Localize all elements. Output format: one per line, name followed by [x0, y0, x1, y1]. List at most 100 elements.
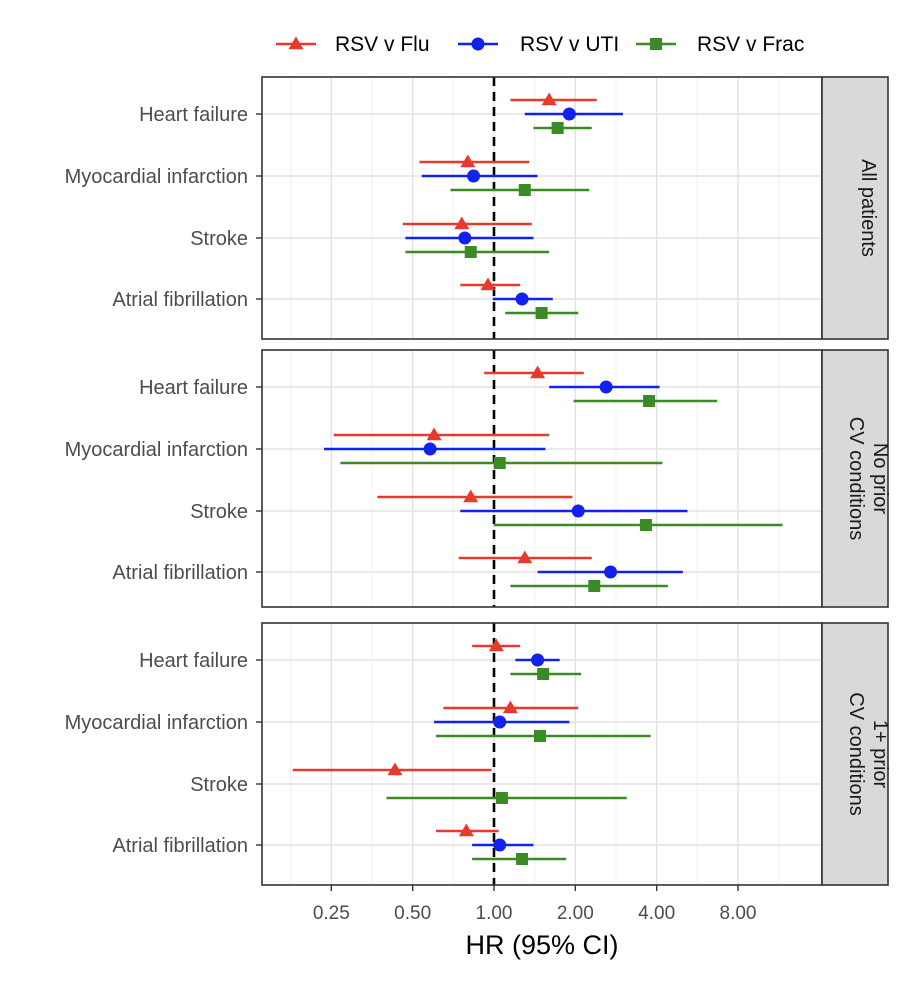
x-tick-label: 4.00	[638, 903, 675, 924]
point-estimate	[493, 457, 506, 469]
legend-marker	[471, 37, 485, 51]
point-estimate	[493, 715, 507, 729]
point-estimate	[426, 427, 442, 441]
ci-rsv-v-flu-myocardial-infarction	[443, 700, 579, 714]
ci-rsv-v-flu-heart-failure	[472, 638, 521, 652]
legend-marker	[650, 38, 662, 50]
point-estimate	[535, 307, 548, 319]
ci-rsv-v-uti-myocardial-infarction	[324, 442, 546, 456]
ci-rsv-v-flu-stroke	[402, 216, 532, 230]
strip-label: CV conditions	[845, 692, 867, 815]
point-estimate	[423, 442, 437, 456]
legend-label: RSV v Frac	[697, 33, 804, 56]
ci-rsv-v-uti-myocardial-infarction	[434, 715, 570, 729]
ci-rsv-v-frac-atrial-fibrillation	[472, 853, 567, 865]
panel-1: All patients Heart failure Myocardial infa…	[65, 76, 889, 340]
ci-rsv-v-flu-heart-failure	[484, 365, 584, 379]
panel-background	[262, 623, 822, 885]
ci-rsv-v-flu-myocardial-infarction	[333, 427, 550, 441]
ci-rsv-v-frac-atrial-fibrillation	[505, 307, 579, 319]
y-tick-label: Myocardial infarction	[65, 166, 248, 188]
ci-rsv-v-flu-stroke	[292, 762, 492, 776]
y-tick-label: Atrial fibrillation	[112, 835, 248, 857]
point-estimate	[599, 380, 613, 394]
x-tick-label: 0.25	[313, 903, 350, 924]
panel-background	[262, 77, 822, 339]
point-estimate	[460, 154, 476, 168]
ci-rsv-v-frac-stroke	[405, 246, 550, 258]
point-estimate	[502, 700, 518, 714]
ci-rsv-v-frac-stroke	[494, 519, 783, 531]
x-tick-label: 1.00	[476, 903, 513, 924]
point-estimate	[604, 565, 618, 579]
ci-rsv-v-frac-heart-failure	[533, 122, 592, 134]
ci-rsv-v-frac-myocardial-infarction	[435, 730, 651, 742]
ci-rsv-v-flu-myocardial-infarction	[419, 154, 530, 168]
ci-rsv-v-uti-heart-failure	[524, 107, 623, 121]
point-estimate	[495, 792, 508, 804]
x-axis: 0.25 0.50 1.00 2.00 4.00 8.00 HR (95% CI)	[313, 885, 757, 960]
x-tick-label: 2.00	[557, 903, 594, 924]
legend-item-rsv-v-uti: RSV v UTI	[458, 33, 619, 56]
legend-item-rsv-v-flu: RSV v Flu	[276, 33, 430, 56]
point-estimate	[534, 730, 547, 742]
ci-rsv-v-uti-heart-failure	[515, 653, 560, 667]
point-estimate	[562, 107, 576, 121]
point-estimate	[493, 838, 507, 852]
ci-rsv-v-frac-heart-failure	[573, 395, 718, 407]
ci-rsv-v-frac-heart-failure	[510, 668, 582, 680]
ci-rsv-v-frac-myocardial-infarction	[450, 184, 590, 196]
ci-rsv-v-flu-stroke	[377, 489, 573, 503]
y-tick-label: Atrial fibrillation	[112, 289, 248, 311]
ci-rsv-v-flu-atrial-fibrillation	[458, 550, 592, 564]
y-tick-label: Heart failure	[139, 377, 248, 399]
point-estimate	[454, 216, 470, 230]
y-tick-label: Heart failure	[139, 650, 248, 672]
ci-rsv-v-flu-atrial-fibrillation	[435, 823, 499, 837]
ci-rsv-v-frac-myocardial-infarction	[340, 457, 663, 469]
x-tick-label: 0.50	[394, 903, 431, 924]
x-tick-label: 8.00	[720, 903, 757, 924]
y-tick-label: Stroke	[190, 228, 248, 250]
point-estimate	[639, 519, 652, 531]
y-tick-label: Myocardial infarction	[65, 712, 248, 734]
point-estimate	[515, 292, 529, 306]
point-estimate	[551, 122, 564, 134]
point-estimate	[531, 653, 545, 667]
y-tick-label: Atrial fibrillation	[112, 562, 248, 584]
point-estimate	[480, 277, 496, 291]
point-estimate	[467, 169, 481, 183]
panel-background	[262, 350, 822, 607]
panel-strip: All patients	[821, 76, 889, 340]
legend-marker	[288, 36, 304, 50]
strip-label: All patients	[857, 159, 879, 257]
point-estimate	[463, 489, 479, 503]
strip-background	[821, 76, 889, 340]
point-estimate	[518, 184, 531, 196]
ci-rsv-v-uti-atrial-fibrillation	[472, 838, 534, 852]
point-estimate	[571, 504, 585, 518]
strip-background	[821, 622, 889, 886]
x-axis-title: HR (95% CI)	[465, 930, 618, 960]
ci-rsv-v-frac-stroke	[386, 792, 627, 804]
strip-label: No prior	[869, 443, 891, 514]
point-estimate	[517, 550, 533, 564]
ci-rsv-v-uti-atrial-fibrillation	[537, 565, 683, 579]
ci-rsv-v-uti-atrial-fibrillation	[492, 292, 553, 306]
point-estimate	[464, 246, 477, 258]
ci-rsv-v-uti-myocardial-infarction	[421, 169, 538, 183]
y-tick-label: Heart failure	[139, 104, 248, 126]
point-estimate	[537, 668, 550, 680]
point-estimate	[541, 92, 557, 106]
ci-rsv-v-frac-atrial-fibrillation	[510, 580, 668, 592]
strip-label: 1+ prior	[869, 720, 891, 789]
point-estimate	[387, 762, 403, 776]
strip-label: CV conditions	[845, 417, 867, 540]
point-estimate	[530, 365, 546, 379]
point-estimate	[488, 638, 504, 652]
legend: RSV v Flu RSV v UTI RSV v Frac	[276, 33, 804, 56]
